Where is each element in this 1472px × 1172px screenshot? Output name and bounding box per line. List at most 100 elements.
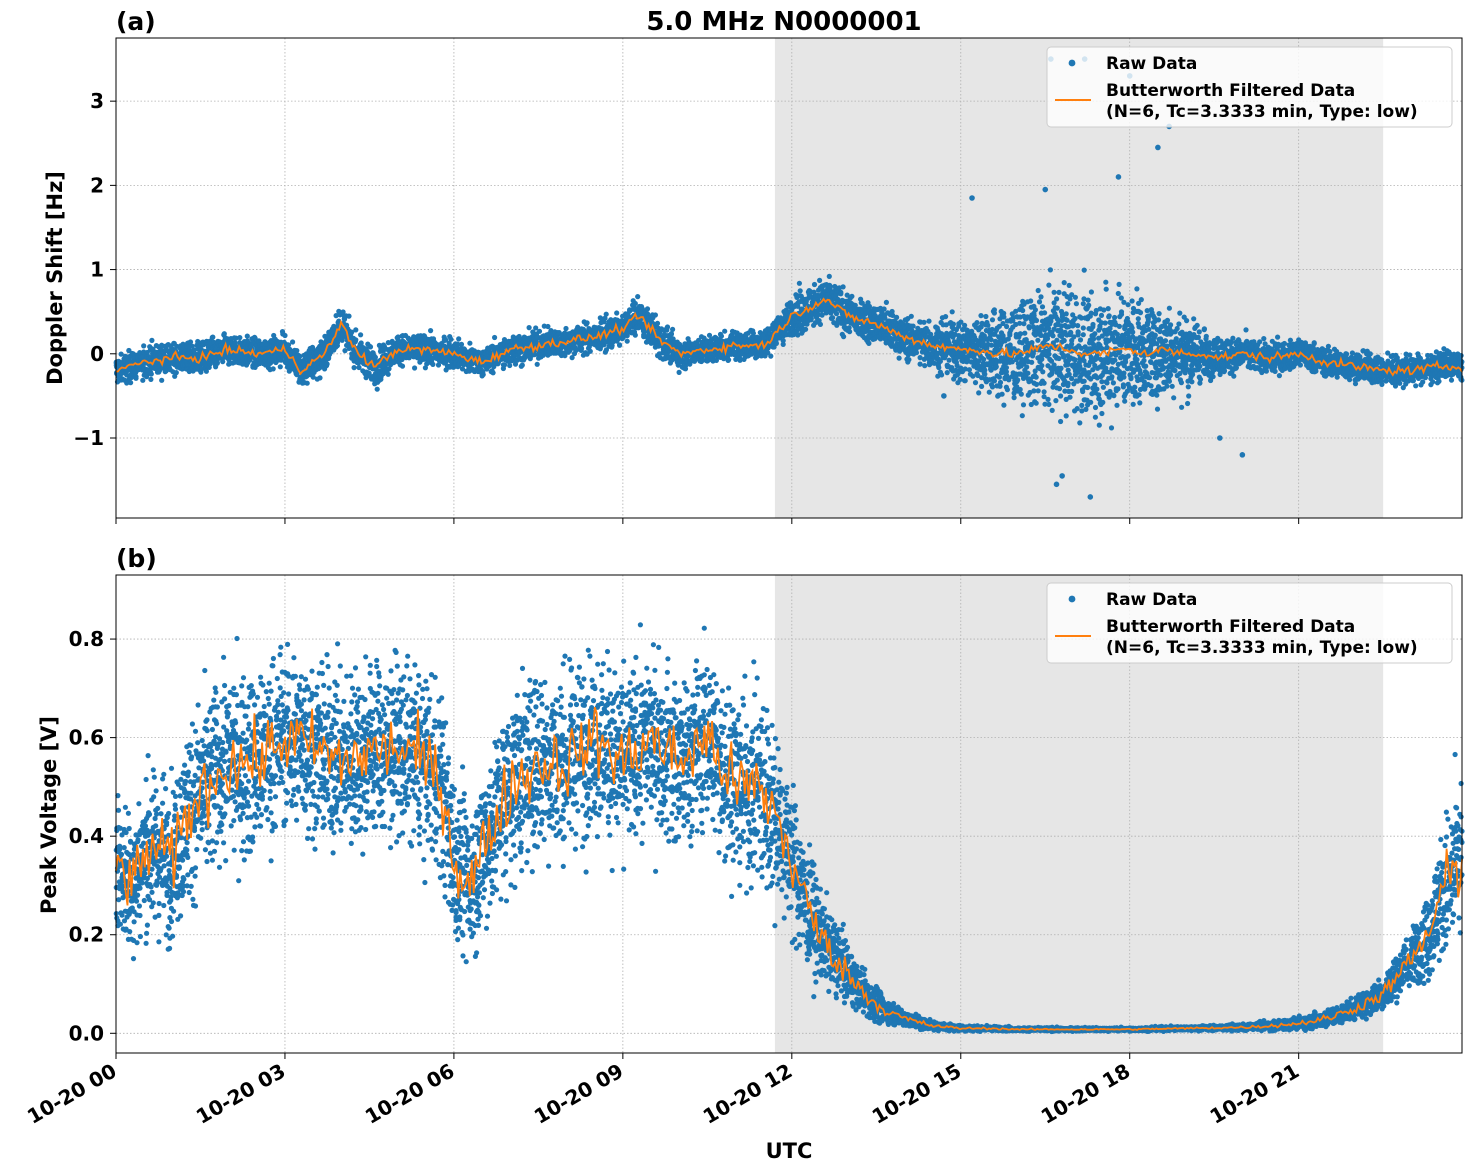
raw-point <box>949 309 955 315</box>
raw-point <box>519 362 525 368</box>
raw-point <box>796 280 803 286</box>
raw-point <box>917 361 923 367</box>
raw-point <box>817 321 824 327</box>
raw-point <box>187 339 194 345</box>
raw-point <box>244 333 250 339</box>
raw-point <box>926 318 932 324</box>
raw-point <box>928 331 934 337</box>
raw-point <box>358 332 364 338</box>
raw-point <box>913 350 920 356</box>
raw-point <box>726 357 732 363</box>
raw-point <box>189 343 195 349</box>
raw-point <box>148 376 154 382</box>
raw-point <box>632 300 638 307</box>
raw-point <box>908 313 914 319</box>
raw-point <box>706 332 713 338</box>
raw-point <box>652 312 659 318</box>
raw-point <box>939 372 945 378</box>
raw-point <box>881 306 887 312</box>
raw-point <box>490 370 496 376</box>
raw-point <box>456 336 462 342</box>
raw-point <box>128 380 134 386</box>
raw-point <box>849 293 855 299</box>
raw-point <box>841 334 847 340</box>
raw-point <box>827 283 833 289</box>
raw-point <box>896 355 902 361</box>
raw-point <box>946 357 952 363</box>
raw-point <box>654 320 661 326</box>
raw-point <box>297 353 303 359</box>
raw-point <box>780 338 786 344</box>
raw-point <box>536 328 543 334</box>
raw-point <box>962 322 968 328</box>
raw-point <box>399 363 406 369</box>
raw-point <box>847 329 853 335</box>
raw-point <box>624 338 630 344</box>
raw-point <box>140 377 146 383</box>
raw-point <box>921 319 927 325</box>
raw-point <box>943 314 949 320</box>
raw-point <box>962 378 968 384</box>
figure-title: 5.0 MHz N0000001 <box>646 7 921 37</box>
raw-point <box>237 335 243 341</box>
raw-point <box>159 377 165 383</box>
raw-point <box>644 306 651 312</box>
raw-point <box>563 325 569 332</box>
raw-point <box>944 370 950 376</box>
raw-point <box>428 328 434 334</box>
raw-point <box>966 367 973 373</box>
raw-point <box>467 340 473 346</box>
raw-point <box>233 335 239 341</box>
raw-point <box>385 371 391 377</box>
raw-point <box>203 368 209 374</box>
raw-point <box>664 324 671 330</box>
raw-point <box>374 386 380 392</box>
raw-point <box>910 323 916 329</box>
raw-point <box>317 375 323 381</box>
raw-point <box>614 310 620 316</box>
raw-point <box>507 362 513 369</box>
raw-point <box>118 351 124 357</box>
raw-point <box>324 361 330 367</box>
raw-point <box>773 340 780 346</box>
raw-point <box>682 366 689 372</box>
raw-point <box>545 323 551 330</box>
raw-point <box>448 336 454 342</box>
raw-point <box>936 364 942 371</box>
raw-point <box>458 341 465 347</box>
raw-point <box>282 332 288 339</box>
raw-point <box>670 326 676 332</box>
raw-point <box>817 277 823 283</box>
raw-point <box>534 361 540 367</box>
raw-point <box>372 354 378 360</box>
raw-point <box>718 333 725 339</box>
raw-point <box>632 332 638 338</box>
panel-a-label: (a) <box>116 7 156 36</box>
raw-point <box>603 311 609 317</box>
raw-point <box>133 375 139 381</box>
raw-point <box>830 315 836 321</box>
raw-point <box>587 348 593 354</box>
raw-point <box>826 273 832 279</box>
raw-point <box>480 372 486 378</box>
raw-point <box>803 326 809 332</box>
raw-point <box>797 288 803 294</box>
raw-point <box>526 325 532 331</box>
raw-point <box>668 331 675 337</box>
raw-point <box>957 376 963 383</box>
raw-point <box>221 331 227 337</box>
raw-point <box>922 363 928 369</box>
raw-point <box>894 314 900 320</box>
raw-point <box>906 357 912 363</box>
raw-point <box>635 294 641 300</box>
raw-point <box>840 284 846 290</box>
raw-point <box>277 364 283 370</box>
raw-point <box>866 340 872 346</box>
raw-point <box>290 339 296 345</box>
raw-point <box>353 327 359 333</box>
raw-point <box>148 371 154 377</box>
raw-point <box>351 365 357 371</box>
raw-point <box>676 369 682 375</box>
raw-point <box>838 291 844 297</box>
raw-point <box>883 299 890 305</box>
